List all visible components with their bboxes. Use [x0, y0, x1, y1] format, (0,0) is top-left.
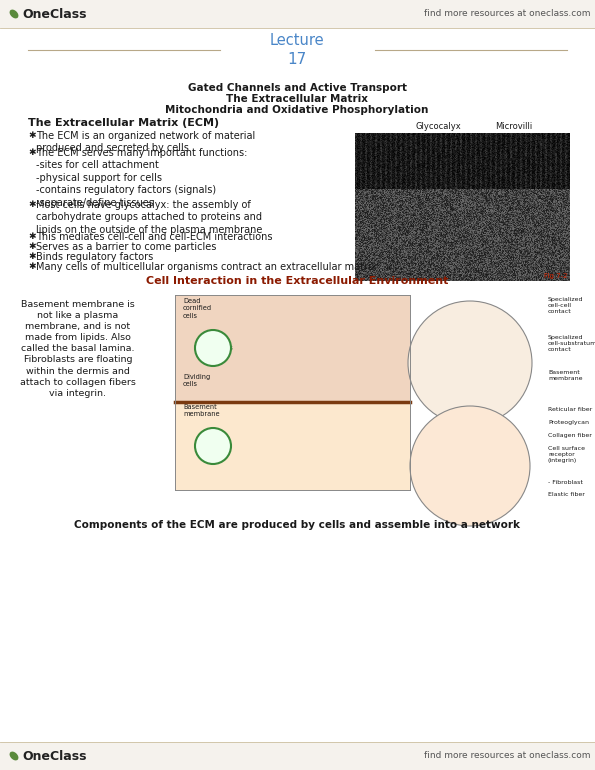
Text: Components of the ECM are produced by cells and assemble into a network: Components of the ECM are produced by ce…	[74, 520, 520, 530]
Text: Dermis: Dermis	[199, 443, 227, 449]
Text: Serves as a barrier to come particles: Serves as a barrier to come particles	[36, 242, 217, 252]
Text: Lecture: Lecture	[270, 33, 324, 48]
Text: Many cells of multicellular organisms contract an extracellular matrix: Many cells of multicellular organisms co…	[36, 262, 377, 272]
Circle shape	[195, 428, 231, 464]
Circle shape	[408, 301, 532, 425]
Text: The ECM is an organized network of material
produced and secreted by cells: The ECM is an organized network of mater…	[36, 131, 255, 153]
Text: Basement
membrane: Basement membrane	[183, 404, 220, 417]
Text: 17: 17	[287, 52, 306, 67]
Text: ✱: ✱	[28, 252, 36, 261]
Text: Specialized
cell-substratum
contact: Specialized cell-substratum contact	[548, 335, 595, 353]
Text: Fig 7-2: Fig 7-2	[543, 273, 567, 279]
Text: - Fibroblast: - Fibroblast	[548, 480, 583, 485]
Circle shape	[195, 330, 231, 366]
Text: Microvilli: Microvilli	[495, 122, 533, 131]
Circle shape	[410, 406, 530, 526]
Bar	[175, 402, 410, 490]
Text: ✱: ✱	[28, 262, 36, 271]
Text: Reticular fiber: Reticular fiber	[548, 407, 592, 412]
Ellipse shape	[10, 752, 18, 760]
Bar	[0, 0, 595, 28]
Text: The ECM serves many important functions:
-sites for cell attachment
-physical su: The ECM serves many important functions:…	[36, 148, 248, 208]
Text: Gated Channels and Active Transport: Gated Channels and Active Transport	[187, 83, 406, 93]
Text: ✱: ✱	[28, 148, 36, 157]
Text: ✱: ✱	[28, 242, 36, 251]
Text: This mediates cell-cell and cell-ECM interactions: This mediates cell-cell and cell-ECM int…	[36, 232, 273, 242]
Text: ✱: ✱	[28, 131, 36, 140]
Text: ✱: ✱	[28, 232, 36, 241]
Text: Glycocalyx: Glycocalyx	[415, 122, 461, 131]
Ellipse shape	[10, 10, 18, 18]
Text: OneClass: OneClass	[22, 749, 86, 762]
Text: find more resources at oneclass.com: find more resources at oneclass.com	[424, 752, 590, 761]
Bar	[355, 133, 570, 281]
Text: OneClass: OneClass	[22, 8, 86, 21]
Text: Basement membrane is
not like a plasma
membrane, and is not
made from lipids. Al: Basement membrane is not like a plasma m…	[20, 300, 136, 398]
Text: Basement
membrane: Basement membrane	[548, 370, 583, 381]
Text: Cell surface
receptor
(integrin): Cell surface receptor (integrin)	[548, 446, 585, 464]
Text: ✱: ✱	[28, 200, 36, 209]
Text: Cell Interaction in the Extracellular Environment: Cell Interaction in the Extracellular En…	[146, 276, 448, 286]
Text: find more resources at oneclass.com: find more resources at oneclass.com	[424, 9, 590, 18]
Text: Dead
cornified
cells: Dead cornified cells	[183, 298, 212, 319]
Text: Epidermis: Epidermis	[193, 345, 233, 351]
Text: Specialized
cell-cell
contact: Specialized cell-cell contact	[548, 297, 584, 314]
Text: Mitochondria and Oxidative Phosphorylation: Mitochondria and Oxidative Phosphorylati…	[165, 105, 428, 115]
Text: Proteoglycan: Proteoglycan	[548, 420, 589, 425]
Text: The Extracellular Matrix: The Extracellular Matrix	[226, 94, 368, 104]
Text: Most cells have glycocalyx: the assembly of
carbohydrate groups attached to prot: Most cells have glycocalyx: the assembly…	[36, 200, 262, 235]
Bar	[175, 295, 410, 402]
Text: Dividing
cells: Dividing cells	[183, 374, 210, 387]
Text: Collagen fiber: Collagen fiber	[548, 433, 592, 438]
Bar	[0, 742, 595, 770]
Text: Binds regulatory factors: Binds regulatory factors	[36, 252, 154, 262]
Text: Elastic fiber: Elastic fiber	[548, 492, 585, 497]
Text: The Extracellular Matrix (ECM): The Extracellular Matrix (ECM)	[28, 118, 219, 128]
